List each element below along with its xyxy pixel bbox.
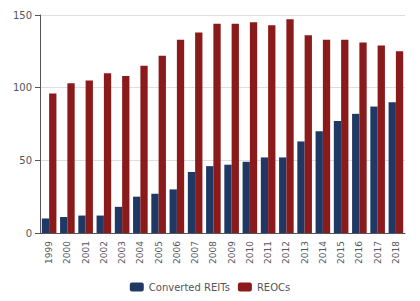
svg-text:2014: 2014 <box>318 241 328 264</box>
svg-text:100: 100 <box>13 82 32 93</box>
svg-text:2002: 2002 <box>99 241 109 264</box>
svg-text:2016: 2016 <box>354 241 364 264</box>
svg-text:2000: 2000 <box>62 241 72 264</box>
svg-text:REOCs: REOCs <box>257 282 290 293</box>
svg-text:2010: 2010 <box>245 241 255 264</box>
svg-text:50: 50 <box>19 155 32 166</box>
svg-text:2018: 2018 <box>391 241 401 264</box>
svg-text:2009: 2009 <box>227 241 237 264</box>
svg-text:Converted REITs: Converted REITs <box>149 282 230 293</box>
svg-text:2011: 2011 <box>263 241 273 264</box>
svg-text:150: 150 <box>13 10 32 21</box>
svg-text:2005: 2005 <box>154 241 164 264</box>
svg-text:1999: 1999 <box>44 241 54 264</box>
svg-text:2013: 2013 <box>300 241 310 264</box>
svg-text:2008: 2008 <box>208 241 218 264</box>
svg-text:2015: 2015 <box>336 241 346 264</box>
svg-text:2001: 2001 <box>81 241 91 264</box>
svg-text:2017: 2017 <box>373 241 383 264</box>
svg-text:2007: 2007 <box>190 241 200 264</box>
svg-text:2012: 2012 <box>281 241 291 264</box>
svg-text:2006: 2006 <box>172 241 182 264</box>
svg-text:2003: 2003 <box>117 241 127 264</box>
svg-text:2004: 2004 <box>135 241 145 264</box>
svg-text:0: 0 <box>26 228 32 239</box>
